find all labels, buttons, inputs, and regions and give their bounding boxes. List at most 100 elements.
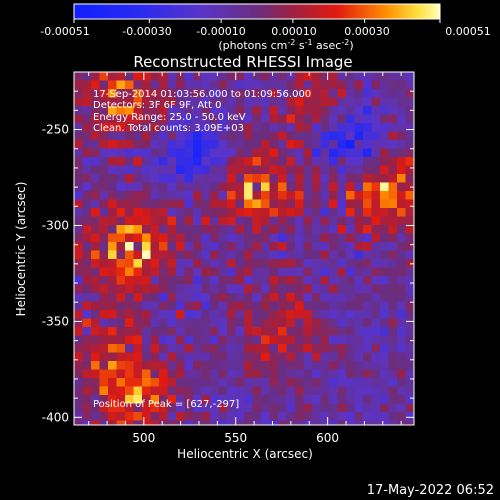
heatmap-pixel bbox=[303, 182, 313, 192]
heatmap-pixel bbox=[218, 182, 228, 192]
heatmap-pixel bbox=[218, 199, 228, 209]
heatmap-pixel bbox=[312, 259, 321, 268]
heatmap-pixel bbox=[167, 327, 177, 336]
heatmap-pixel bbox=[312, 327, 321, 336]
heatmap-pixel bbox=[159, 284, 168, 294]
x-axis-label: Heliocentric X (arcsec) bbox=[177, 447, 313, 461]
heatmap-pixel bbox=[108, 233, 117, 243]
heatmap-pixel bbox=[261, 233, 270, 243]
heatmap-pixel bbox=[337, 97, 347, 107]
heatmap-pixel bbox=[312, 412, 321, 421]
heatmap-pixel bbox=[388, 403, 398, 413]
heatmap-pixel bbox=[91, 165, 100, 175]
heatmap-pixel bbox=[278, 301, 287, 311]
heatmap-pixel bbox=[346, 267, 355, 277]
heatmap-pixel bbox=[286, 403, 296, 413]
heatmap-pixel bbox=[150, 327, 160, 336]
heatmap-pixel bbox=[201, 420, 211, 425]
heatmap-pixel bbox=[354, 267, 364, 277]
heatmap-pixel bbox=[235, 191, 245, 200]
heatmap-pixel bbox=[405, 395, 414, 404]
heatmap-pixel bbox=[184, 208, 194, 217]
heatmap-pixel bbox=[312, 276, 321, 285]
heatmap-pixel bbox=[303, 250, 313, 260]
heatmap-pixel bbox=[108, 89, 117, 98]
heatmap-pixel bbox=[235, 157, 245, 166]
heatmap-pixel bbox=[201, 361, 211, 370]
heatmap-pixel bbox=[244, 72, 253, 81]
heatmap-pixel bbox=[133, 327, 143, 336]
heatmap-pixel bbox=[388, 276, 398, 285]
heatmap-pixel bbox=[346, 191, 355, 200]
heatmap-pixel bbox=[108, 106, 117, 115]
heatmap-pixel bbox=[227, 97, 236, 107]
heatmap-pixel bbox=[380, 250, 389, 260]
heatmap-pixel bbox=[176, 80, 185, 90]
heatmap-pixel bbox=[159, 310, 168, 319]
heatmap-pixel bbox=[329, 318, 338, 328]
heatmap-pixel bbox=[133, 131, 143, 141]
heatmap-pixel bbox=[320, 123, 330, 132]
heatmap-pixel bbox=[397, 267, 406, 277]
heatmap-pixel bbox=[346, 344, 355, 353]
heatmap-pixel bbox=[159, 97, 168, 107]
heatmap-pixel bbox=[74, 395, 83, 404]
heatmap-pixel bbox=[337, 276, 347, 285]
heatmap-pixel bbox=[354, 165, 364, 175]
heatmap-pixel bbox=[388, 131, 398, 141]
heatmap-pixel bbox=[133, 310, 143, 319]
heatmap-pixel bbox=[371, 131, 381, 141]
heatmap-pixel bbox=[210, 361, 219, 370]
heatmap-pixel bbox=[261, 318, 270, 328]
heatmap-pixel bbox=[320, 140, 330, 149]
heatmap-pixel bbox=[193, 123, 202, 132]
heatmap-pixel bbox=[337, 131, 347, 141]
heatmap-pixel bbox=[210, 259, 219, 268]
heatmap-pixel bbox=[312, 191, 321, 200]
heatmap-pixel bbox=[363, 327, 372, 336]
heatmap-pixel bbox=[201, 352, 211, 362]
heatmap-pixel bbox=[91, 199, 100, 209]
heatmap-pixel bbox=[133, 233, 143, 243]
heatmap-pixel bbox=[303, 199, 313, 209]
heatmap-pixel bbox=[201, 182, 211, 192]
heatmap-pixel bbox=[99, 403, 109, 413]
heatmap-pixel bbox=[397, 89, 406, 98]
heatmap-pixel bbox=[371, 242, 381, 251]
heatmap-pixel bbox=[82, 165, 92, 175]
heatmap-pixel bbox=[320, 412, 330, 421]
heatmap-pixel bbox=[125, 267, 134, 277]
heatmap-pixel bbox=[295, 369, 304, 379]
heatmap-pixel bbox=[244, 250, 253, 260]
heatmap-pixel bbox=[278, 174, 287, 183]
heatmap-pixel bbox=[295, 420, 304, 425]
heatmap-pixel bbox=[278, 267, 287, 277]
heatmap-pixel bbox=[82, 199, 92, 209]
heatmap-pixel bbox=[295, 165, 304, 175]
heatmap-pixel bbox=[286, 412, 296, 421]
heatmap-pixel bbox=[108, 335, 117, 345]
heatmap-pixel bbox=[261, 106, 270, 115]
heatmap-pixel bbox=[269, 225, 279, 234]
heatmap-pixel bbox=[235, 318, 245, 328]
heatmap-pixel bbox=[167, 72, 177, 81]
heatmap-pixel bbox=[176, 157, 185, 166]
heatmap-pixel bbox=[235, 131, 245, 141]
heatmap-pixel bbox=[286, 131, 296, 141]
heatmap-pixel bbox=[346, 72, 355, 81]
heatmap-pixel bbox=[405, 80, 414, 90]
heatmap-pixel bbox=[201, 250, 211, 260]
heatmap-pixel bbox=[312, 174, 321, 183]
heatmap-pixel bbox=[150, 335, 160, 345]
heatmap-pixel bbox=[295, 72, 304, 81]
heatmap-pixel bbox=[261, 250, 270, 260]
heatmap-pixel bbox=[99, 293, 109, 302]
heatmap-pixel bbox=[295, 114, 304, 124]
heatmap-pixel bbox=[320, 361, 330, 370]
heatmap-pixel bbox=[269, 259, 279, 268]
heatmap-pixel bbox=[193, 191, 202, 200]
heatmap-pixel bbox=[176, 344, 185, 353]
heatmap-pixel bbox=[380, 191, 389, 200]
heatmap-pixel bbox=[278, 233, 287, 243]
heatmap-pixel bbox=[346, 131, 355, 141]
